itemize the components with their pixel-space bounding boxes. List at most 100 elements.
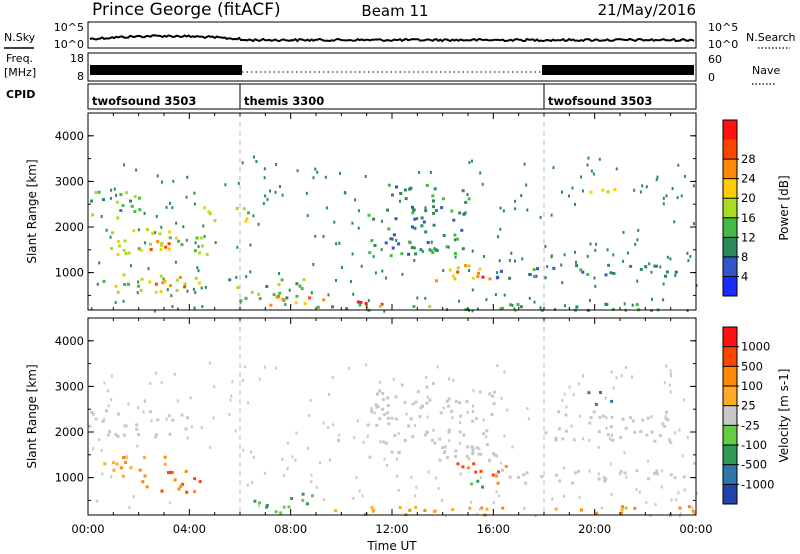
data-cell bbox=[328, 393, 330, 397]
data-cell bbox=[579, 268, 583, 272]
data-cell bbox=[370, 407, 374, 411]
data-cell bbox=[107, 404, 110, 408]
data-cell bbox=[352, 292, 355, 296]
data-cell bbox=[639, 430, 643, 433]
data-cell bbox=[102, 198, 105, 202]
data-cell bbox=[116, 290, 120, 294]
data-cell bbox=[160, 381, 163, 385]
data-cell bbox=[450, 409, 454, 413]
data-cell bbox=[426, 415, 429, 419]
data-cell bbox=[154, 290, 158, 294]
data-cell bbox=[252, 455, 255, 459]
data-cell bbox=[408, 508, 412, 512]
data-cell bbox=[612, 253, 615, 257]
data-cell bbox=[375, 423, 379, 427]
data-cell bbox=[411, 402, 415, 406]
data-cell bbox=[655, 469, 659, 473]
x-tick-label: 00:00 bbox=[679, 522, 712, 536]
data-cell bbox=[662, 282, 665, 286]
data-cell bbox=[495, 276, 499, 280]
data-cell bbox=[593, 276, 596, 280]
data-cell bbox=[430, 249, 434, 253]
data-cell bbox=[394, 217, 398, 221]
data-cell bbox=[420, 216, 424, 220]
data-cell bbox=[353, 436, 356, 440]
data-cell bbox=[373, 411, 376, 415]
data-cell bbox=[554, 438, 558, 442]
data-cell bbox=[338, 241, 341, 245]
data-cell bbox=[503, 370, 506, 374]
data-cell bbox=[654, 471, 658, 475]
data-cell bbox=[427, 470, 430, 474]
data-cell bbox=[416, 217, 419, 220]
data-cell bbox=[615, 376, 618, 380]
data-cell bbox=[400, 383, 404, 387]
data-cell bbox=[315, 485, 318, 489]
data-cell bbox=[499, 269, 503, 273]
data-cell bbox=[102, 279, 106, 283]
data-cell bbox=[582, 374, 584, 378]
data-cell bbox=[654, 503, 657, 507]
data-cell bbox=[673, 220, 676, 224]
data-cell bbox=[467, 457, 471, 461]
data-cell bbox=[174, 236, 178, 240]
colorbar-segment bbox=[723, 484, 737, 505]
data-cell bbox=[263, 471, 266, 475]
data-cell bbox=[387, 422, 391, 426]
data-cell bbox=[255, 160, 258, 163]
data-cell bbox=[391, 193, 394, 197]
data-cell bbox=[458, 211, 462, 215]
data-cell bbox=[495, 490, 498, 494]
data-cell bbox=[419, 248, 423, 252]
data-cell bbox=[682, 475, 686, 479]
data-cell bbox=[386, 396, 390, 400]
data-cell bbox=[137, 406, 140, 410]
data-cell bbox=[115, 462, 119, 466]
data-cell bbox=[561, 281, 564, 285]
data-cell bbox=[471, 447, 475, 451]
data-cell bbox=[345, 307, 349, 311]
data-cell bbox=[354, 198, 357, 202]
colorbar-segment bbox=[723, 276, 737, 297]
data-cell bbox=[383, 309, 386, 313]
data-cell bbox=[637, 228, 640, 232]
data-cell bbox=[274, 510, 278, 514]
data-cell bbox=[194, 276, 198, 280]
data-cell bbox=[105, 409, 108, 413]
data-cell bbox=[165, 417, 168, 421]
data-cell bbox=[185, 490, 189, 494]
data-cell bbox=[587, 391, 591, 395]
data-cell bbox=[174, 260, 177, 264]
data-cell bbox=[367, 213, 371, 217]
data-cell bbox=[600, 506, 603, 510]
data-cell bbox=[480, 506, 484, 510]
data-cell bbox=[305, 191, 308, 195]
data-cell bbox=[476, 307, 479, 311]
data-cell bbox=[380, 302, 384, 306]
data-cell bbox=[365, 304, 368, 308]
data-cell bbox=[623, 302, 626, 306]
data-cell bbox=[168, 230, 172, 234]
data-cell bbox=[451, 274, 455, 278]
data-cell bbox=[496, 271, 499, 275]
data-cell bbox=[277, 283, 281, 287]
y-tick-label: 4000 bbox=[55, 129, 84, 143]
data-cell bbox=[629, 264, 633, 268]
data-cell bbox=[609, 425, 613, 429]
colorbar-frame bbox=[722, 119, 738, 297]
data-cell bbox=[434, 279, 438, 283]
data-cell bbox=[676, 196, 679, 200]
data-cell bbox=[109, 235, 112, 239]
data-cell bbox=[624, 506, 628, 510]
data-cell bbox=[386, 411, 390, 415]
data-cell bbox=[454, 454, 457, 458]
data-cell bbox=[202, 224, 205, 228]
data-cell bbox=[510, 251, 513, 255]
data-cell bbox=[173, 372, 176, 376]
data-cell bbox=[639, 268, 643, 271]
data-cell bbox=[98, 438, 101, 442]
colorbar-segment bbox=[723, 159, 737, 180]
data-cell bbox=[110, 374, 113, 378]
nsky-scale-top: 10^5 bbox=[54, 21, 84, 34]
data-cell bbox=[247, 211, 250, 215]
